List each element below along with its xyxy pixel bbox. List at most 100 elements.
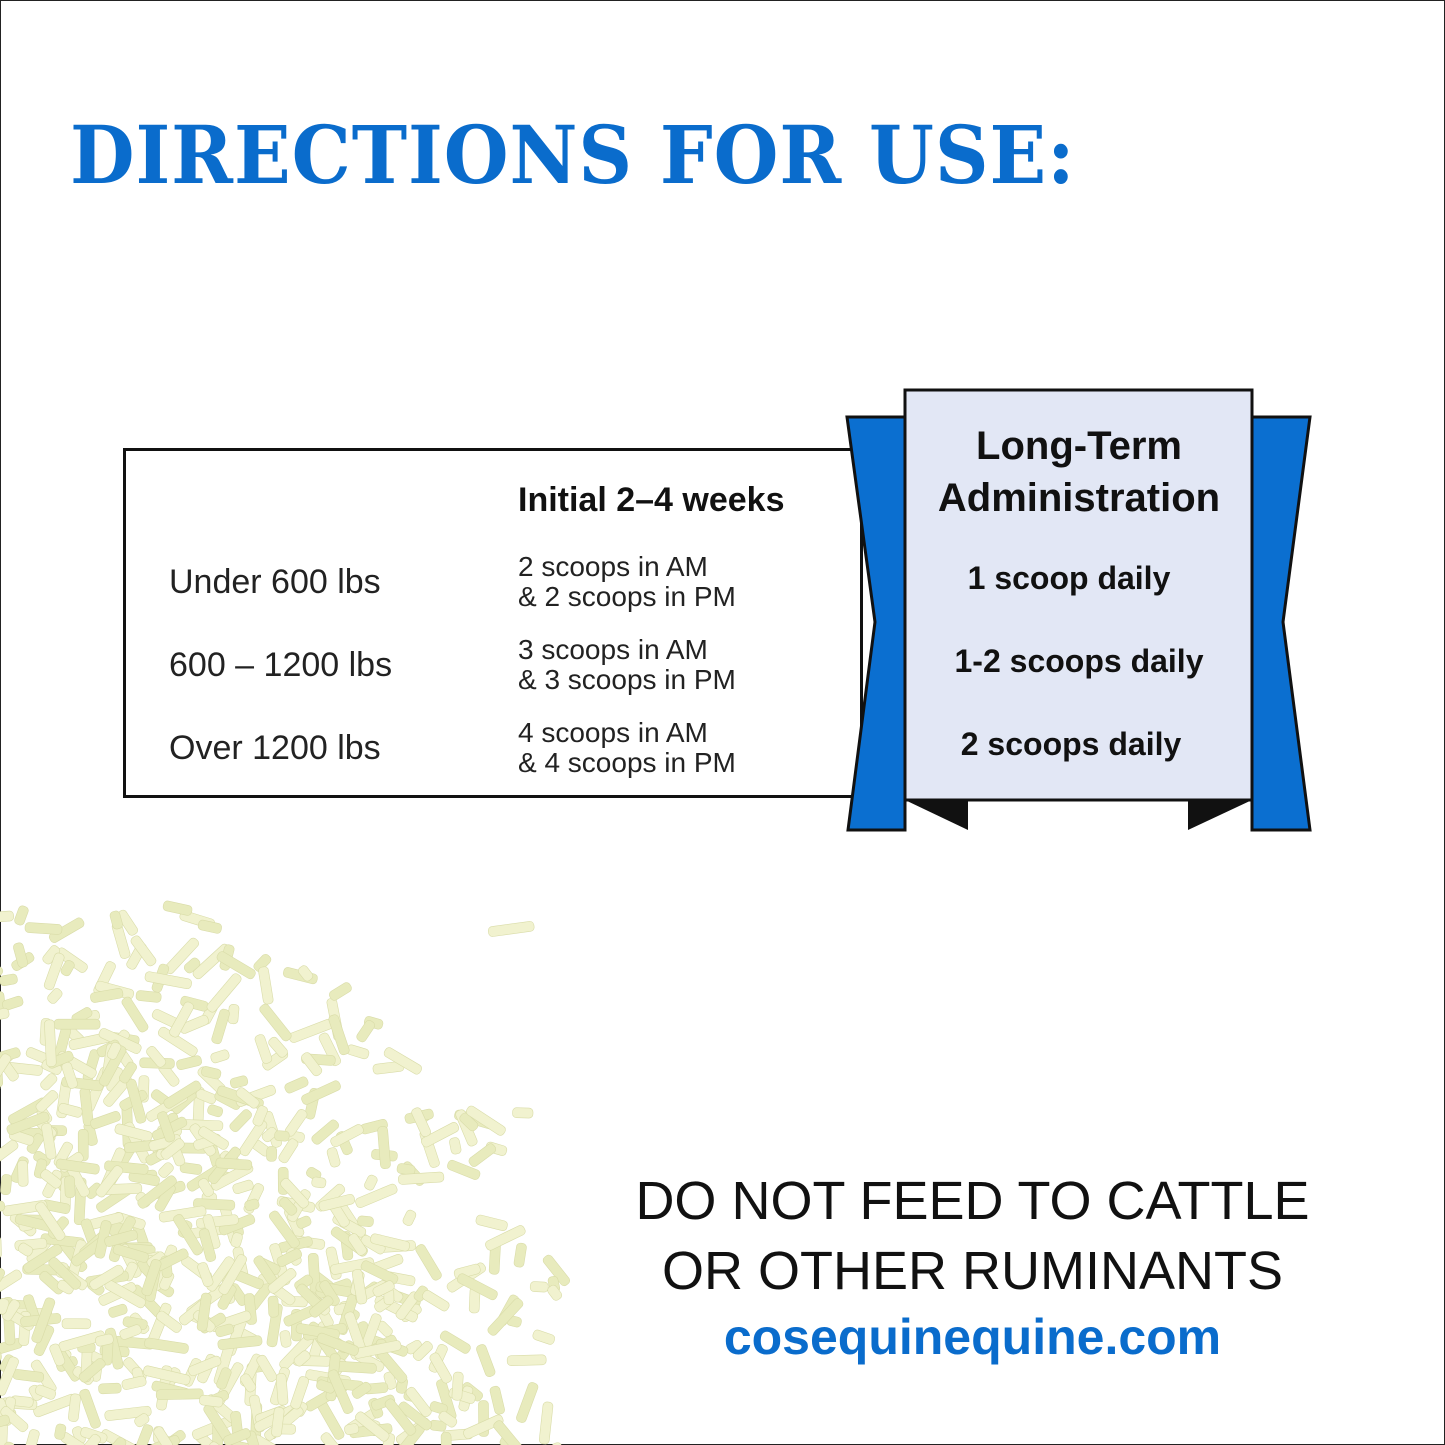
pellet <box>429 1352 453 1384</box>
pellet <box>326 1147 341 1168</box>
pellet <box>355 1411 390 1442</box>
pellet <box>78 1358 106 1383</box>
pellet <box>429 1401 448 1415</box>
pellet <box>206 973 242 1013</box>
pellet <box>31 1297 56 1344</box>
pellet <box>256 1354 278 1383</box>
pellet <box>43 952 65 991</box>
pellet <box>48 1257 82 1290</box>
pellet <box>370 1233 411 1252</box>
long-term-dose: 1-2 scoops daily <box>954 643 1204 679</box>
pellet <box>142 1365 191 1386</box>
pellet <box>377 1432 396 1445</box>
pellet <box>198 1126 229 1150</box>
pellet <box>68 1393 81 1422</box>
pellet <box>239 1119 268 1157</box>
pellet <box>89 1264 124 1291</box>
pellet <box>121 1375 147 1390</box>
pellet <box>280 1178 310 1209</box>
pellet <box>153 1426 173 1445</box>
weight-label: Under 600 lbs <box>169 563 381 601</box>
pellet <box>487 1298 524 1336</box>
pellet <box>218 1254 247 1295</box>
pellet <box>90 1111 121 1130</box>
website-link[interactable]: cosequinequine.com <box>723 1309 1222 1365</box>
pellet <box>162 900 193 916</box>
pellet <box>160 1138 185 1160</box>
pellet <box>463 1414 504 1439</box>
pellet <box>141 1258 162 1297</box>
pellet <box>0 1406 29 1433</box>
pellet <box>279 1196 298 1216</box>
pellet <box>261 1126 278 1143</box>
pellet <box>13 942 29 968</box>
pellet <box>268 1036 288 1058</box>
pellet <box>0 1174 13 1196</box>
pellet <box>547 1284 563 1301</box>
long-term-title: Long-Term Administration <box>937 424 1221 520</box>
pellet <box>476 1344 496 1377</box>
pellet <box>211 1008 230 1045</box>
pellet <box>320 1432 341 1445</box>
pellet <box>383 1047 422 1075</box>
pellet <box>156 1310 182 1333</box>
ribbon-fold-left <box>905 800 968 830</box>
pellet <box>106 1041 122 1060</box>
pellet <box>206 1256 235 1292</box>
pellet <box>405 1386 432 1418</box>
pellet <box>216 1367 232 1390</box>
pellet <box>114 1123 153 1142</box>
warning-line-1: DO NOT FEED TO CATTLE <box>635 1171 1310 1231</box>
pellet <box>447 1159 481 1180</box>
pellet <box>130 935 157 967</box>
pellet <box>198 1228 217 1262</box>
pellet <box>269 1210 300 1249</box>
pellet <box>207 1104 224 1118</box>
pellet <box>485 1225 526 1251</box>
pellet <box>311 1176 327 1189</box>
pellet <box>293 1350 311 1367</box>
pellet <box>155 1388 204 1401</box>
pellet <box>377 1126 391 1169</box>
pellet <box>371 1394 396 1411</box>
pellet <box>449 1137 462 1155</box>
pellet <box>513 1242 527 1268</box>
column-header-initial: Initial 2–4 weeks <box>518 481 785 519</box>
pellet <box>309 1295 334 1318</box>
pellet <box>60 960 75 977</box>
pellet <box>422 1290 450 1312</box>
pellet <box>271 1406 285 1438</box>
pellet <box>301 1080 341 1105</box>
pellet <box>6 1111 50 1135</box>
pellet <box>104 1229 139 1247</box>
pellet <box>468 1143 497 1167</box>
pellet <box>210 1049 230 1064</box>
pellet <box>459 1112 479 1132</box>
pellet <box>465 1105 506 1136</box>
pellet <box>0 1236 2 1259</box>
pellet <box>275 1373 289 1406</box>
pellet <box>176 1055 202 1071</box>
pellet <box>34 1384 57 1400</box>
pellet <box>17 1159 29 1187</box>
pellet <box>135 990 162 1003</box>
pellet <box>438 1410 458 1428</box>
pellet <box>230 1232 243 1248</box>
pellet <box>197 1262 214 1287</box>
pellet <box>201 1066 222 1080</box>
pellet <box>0 1053 12 1088</box>
pellet <box>415 1244 442 1281</box>
pellet <box>77 1433 101 1445</box>
pellet <box>2 1200 48 1217</box>
pellet <box>298 965 314 982</box>
pellet <box>64 1175 76 1198</box>
pellet <box>195 1088 217 1105</box>
pellet <box>296 1215 312 1229</box>
pellet <box>61 1318 92 1330</box>
pellet <box>384 1398 417 1436</box>
pellet <box>90 988 124 1003</box>
pellet <box>119 1061 137 1084</box>
pellet <box>344 1423 360 1435</box>
